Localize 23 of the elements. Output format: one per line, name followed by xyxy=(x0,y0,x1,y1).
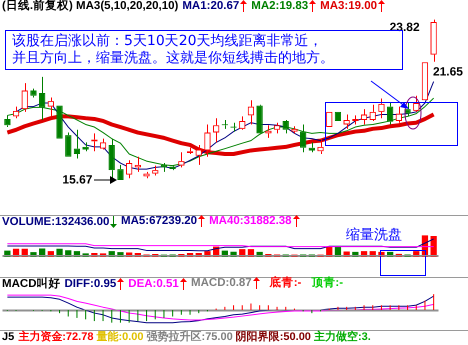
text: MA3:19.00 xyxy=(320,0,378,12)
text: 主力做空:3. xyxy=(314,331,371,343)
annotation: 并且方向上，缩量洗盘。这就是你短线搏击的地方。 xyxy=(12,50,335,67)
annotation: 15.67 xyxy=(62,172,93,186)
legend-label: MACD:0.87 xyxy=(191,277,252,290)
series-label: MA5:67239.20 xyxy=(121,215,198,228)
series-label: DIFF:0.95 xyxy=(64,278,116,290)
text: 量能:0.00 xyxy=(96,331,144,343)
text: MA1:20.67 xyxy=(182,0,240,12)
text: 主力资金:72.78 xyxy=(18,331,94,343)
chart-title: MACD叫好 xyxy=(2,278,60,290)
text: MA2:19.83 xyxy=(251,0,308,12)
series-label: DEA:0.51 xyxy=(128,278,179,290)
text: 强势拉升区:75.00 xyxy=(146,331,233,343)
series-label: MA40:31882.38 xyxy=(209,215,292,228)
text: J5 xyxy=(2,331,14,343)
text: 底青:- xyxy=(270,277,302,290)
annotation: 该股在启涨以前：5天10天20天均线距离非常近， xyxy=(12,33,324,50)
annotation: 21.65 xyxy=(432,64,464,79)
annotation: 缩量洗盘 xyxy=(346,226,402,244)
text: 顶青:- xyxy=(311,277,344,290)
legend-label: VOLUME:132436.00 xyxy=(2,216,110,228)
text: 阴阳界限:50.00 xyxy=(236,331,311,343)
